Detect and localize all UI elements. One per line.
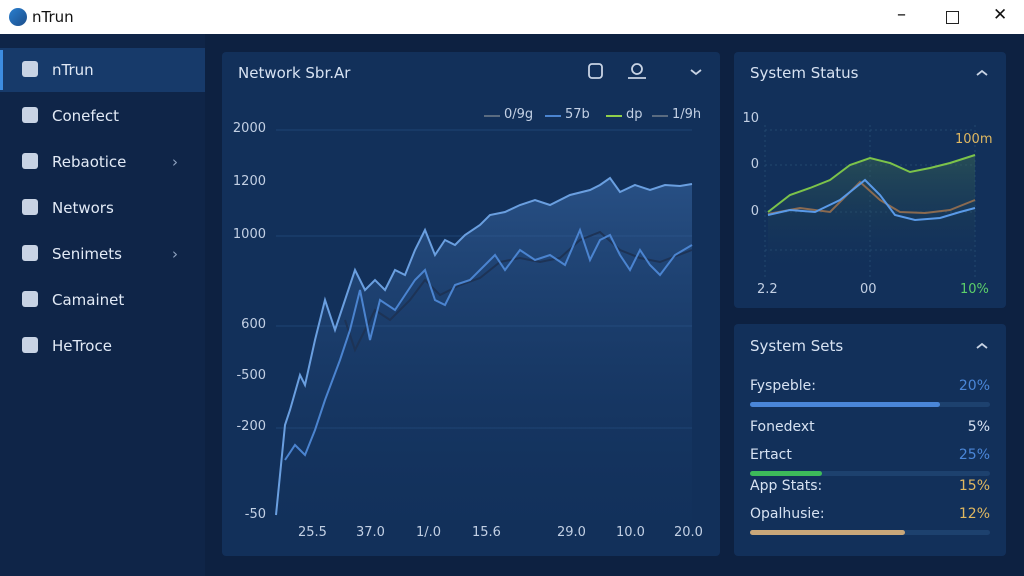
chevron: › — [172, 245, 178, 263]
legend-label: 1/9h — [672, 107, 702, 122]
title-bar: nTrun – ✕ — [0, 0, 1024, 34]
y-tick-label: 0 — [750, 204, 759, 219]
minimize-button[interactable]: – — [897, 4, 906, 25]
sidebar-label: Camainet — [52, 291, 125, 309]
stat-label: Fonedext — [750, 419, 815, 435]
sidebar-icon — [22, 61, 38, 77]
status-line-brown — [767, 180, 976, 215]
sidebar-label: Senimets — [52, 245, 122, 263]
x-tick-label: 2.2 — [757, 282, 778, 297]
x-tick-label: 29.0 — [557, 525, 586, 540]
chevron: › — [172, 153, 178, 171]
maximize-button[interactable] — [946, 11, 959, 24]
legend-label: 0/9g — [504, 107, 534, 122]
sidebar-item[interactable]: Conefect — [0, 94, 205, 138]
sidebar-label: Networs — [52, 199, 114, 217]
sets-panel — [734, 324, 1006, 556]
y-tick-label: 600 — [241, 317, 266, 332]
progress-fill — [750, 402, 940, 407]
status-area — [768, 155, 975, 280]
y-tick-label: -50 — [244, 507, 266, 522]
y-tick-label: 10 — [742, 111, 759, 126]
sidebar-icon — [22, 337, 38, 353]
sidebar-label: Conefect — [52, 107, 120, 125]
sidebar-icon — [22, 245, 38, 261]
sidebar-icon — [22, 291, 38, 307]
x-tick-label: 20.0 — [674, 525, 703, 540]
sidebar-item[interactable]: HeTroce — [0, 324, 205, 368]
x-tick-label: 1/.0 — [416, 525, 442, 540]
y-tick-label: 1200 — [232, 174, 266, 189]
app-icon — [9, 8, 27, 26]
app-title: nTrun — [32, 8, 74, 26]
stat-value: 20% — [958, 378, 990, 394]
x-tick-label: 10% — [960, 282, 989, 297]
x-tick-label: 15.6 — [472, 525, 501, 540]
legend-label: 57b — [565, 107, 590, 122]
sidebar-icon — [22, 153, 38, 169]
main-line-upper — [275, 176, 693, 516]
sidebar-item[interactable]: nTrun — [0, 48, 205, 92]
annotation: 100m — [955, 132, 993, 147]
sidebar-label: nTrun — [52, 61, 94, 79]
main-line-lower — [284, 227, 693, 461]
y-tick-label: 2000 — [232, 121, 266, 136]
y-tick-label: -200 — [236, 419, 266, 434]
progress-fill — [750, 471, 822, 476]
panel-title: Network Sbr.Ar — [238, 64, 351, 82]
progress-fill — [750, 530, 905, 535]
panel-title: System Sets — [750, 337, 844, 355]
main-area — [276, 178, 692, 520]
x-tick-label: 10.0 — [616, 525, 645, 540]
stat-value: 25% — [958, 447, 990, 463]
sidebar-label: Rebaotice — [52, 153, 127, 171]
y-tick-label: 0 — [750, 157, 759, 172]
sidebar-icon — [22, 107, 38, 123]
stat-label: App Stats: — [750, 478, 823, 494]
sidebar-item[interactable]: Camainet — [0, 278, 205, 322]
stat-label: Opalhusie: — [750, 506, 825, 522]
status-line-blue — [767, 178, 976, 222]
progress-track — [750, 471, 990, 476]
stat-label: Ertact — [750, 447, 792, 463]
stat-value: 5% — [967, 419, 990, 435]
panel-icons — [588, 63, 988, 349]
status-line-green — [767, 154, 976, 213]
x-tick-label: 25.5 — [298, 525, 327, 540]
close-button[interactable]: ✕ — [993, 5, 1008, 25]
stat-value: 15% — [958, 478, 990, 494]
sidebar-item[interactable]: Networs — [0, 186, 205, 230]
x-tick-label: 37.0 — [356, 525, 385, 540]
stat-value: 12% — [958, 506, 990, 522]
legend-label: dp — [626, 107, 643, 122]
sidebar-label: HeTroce — [52, 337, 112, 355]
sidebar-item[interactable]: Senimets › — [0, 232, 205, 276]
sidebar-icon — [22, 199, 38, 215]
sidebar-item[interactable]: Rebaotice › — [0, 140, 205, 184]
x-tick-label: 00 — [860, 282, 877, 297]
stat-label: Fyspeble: — [750, 378, 816, 394]
y-tick-label: -500 — [236, 368, 266, 383]
panel-title: System Status — [750, 64, 859, 82]
y-tick-label: 1000 — [232, 227, 266, 242]
selected-accent — [0, 50, 3, 90]
